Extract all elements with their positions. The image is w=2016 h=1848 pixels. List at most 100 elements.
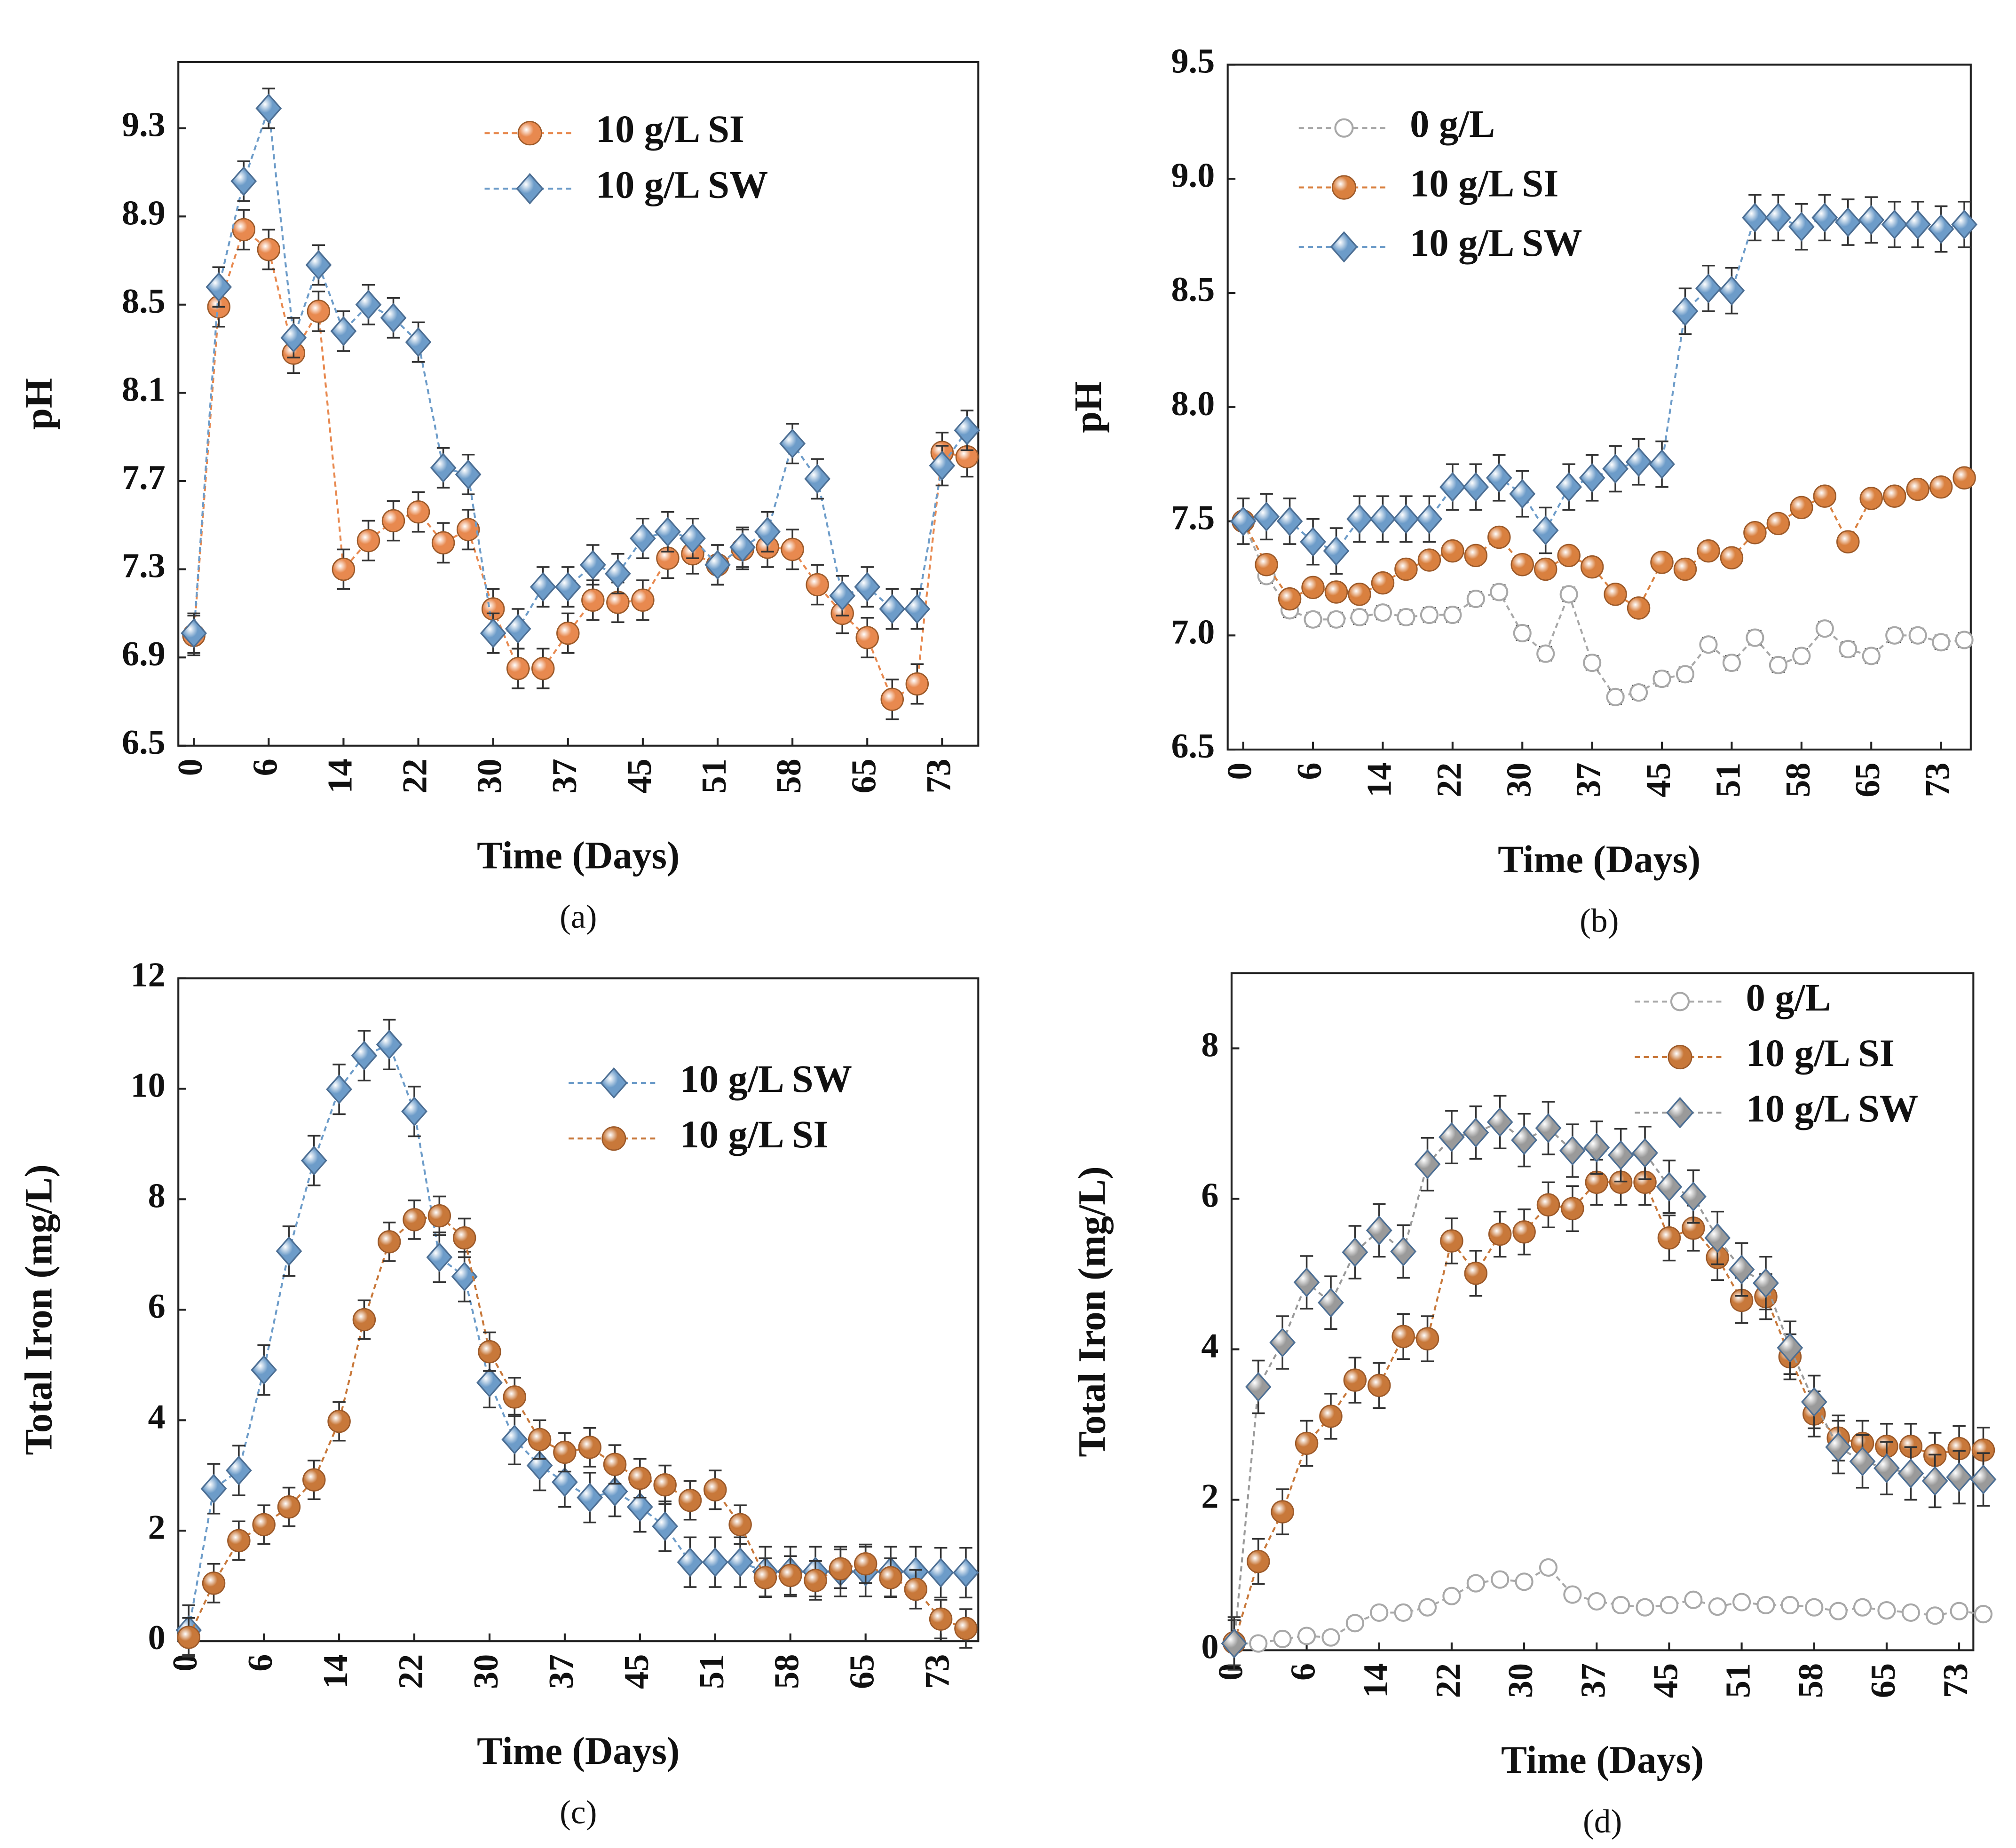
diamond-marker	[455, 459, 482, 490]
circle-marker	[1836, 530, 1860, 553]
x-tick-label: 30	[1500, 762, 1538, 797]
circle-marker	[1732, 1593, 1751, 1611]
y-tick-label: 4	[1201, 1327, 1218, 1365]
circle-marker	[427, 1204, 451, 1228]
y-axis-title: pH	[17, 378, 60, 430]
diamond-marker	[1874, 1453, 1900, 1483]
y-tick-label: 6.5	[122, 723, 166, 762]
diamond-marker	[552, 1467, 578, 1497]
circle-marker	[628, 1466, 652, 1490]
x-tick-label: 51	[695, 758, 734, 793]
y-axis-title: Total Iron (mg/L)	[17, 1164, 60, 1455]
circle-marker	[1583, 653, 1602, 672]
diamond-marker	[1393, 504, 1419, 534]
diamond-marker	[501, 1424, 528, 1455]
y-tick-label: 8.5	[1171, 270, 1215, 309]
circle-marker	[1539, 1558, 1558, 1577]
diamond-marker	[1230, 506, 1257, 537]
legend-marker	[1331, 175, 1357, 200]
circle-marker	[1587, 1592, 1606, 1611]
circle-marker	[1882, 484, 1906, 508]
panel-label: (c)	[560, 1794, 597, 1831]
diamond-marker	[702, 1547, 728, 1577]
circle-marker	[1373, 603, 1392, 622]
y-tick-label: 8.5	[122, 282, 166, 321]
circle-marker	[1660, 1595, 1678, 1614]
diamond-marker	[652, 1511, 679, 1541]
circle-marker	[202, 1572, 226, 1595]
x-tick-label: 65	[1849, 762, 1887, 797]
diamond-marker	[1672, 296, 1699, 326]
circle-marker	[880, 687, 904, 711]
diamond-marker	[929, 450, 956, 481]
chart-panel: 6.5 6.9 7.3 7.7 8.1 8.5 8.9 9.3 0 6 14 22 30 37 45 51 58…	[17, 61, 980, 935]
circle-marker	[678, 1488, 702, 1512]
series-line	[193, 108, 968, 634]
diamond-marker	[1323, 536, 1350, 566]
circle-marker	[1636, 1598, 1654, 1617]
y-tick-label: 6	[1201, 1176, 1218, 1215]
y-tick-label: 8.0	[1171, 385, 1215, 423]
circle-marker	[553, 1440, 577, 1464]
legend-marker	[517, 121, 542, 146]
diamond-marker	[1656, 1172, 1683, 1202]
diamond-marker	[351, 1041, 378, 1071]
diamond-marker	[1511, 1125, 1537, 1155]
circle-marker	[1953, 466, 1976, 490]
circle-marker	[1559, 585, 1578, 604]
circle-marker	[1391, 1325, 1415, 1348]
circle-marker	[1394, 1603, 1413, 1622]
diamond-marker	[225, 1455, 252, 1485]
diamond-marker	[1556, 472, 1582, 502]
x-tick-label: 6	[1290, 762, 1329, 780]
x-tick-label: 58	[1779, 762, 1818, 797]
circle-marker	[1877, 1601, 1896, 1620]
circle-marker	[854, 1552, 878, 1576]
circle-marker	[1612, 1595, 1630, 1614]
diamond-marker	[280, 323, 307, 353]
circle-marker	[1534, 557, 1557, 581]
circle-marker	[1790, 496, 1813, 520]
diamond-marker	[1858, 205, 1885, 235]
plot-frame	[1230, 972, 1975, 1651]
y-tick-label: 0	[1201, 1627, 1218, 1666]
x-tick-label: 45	[1639, 762, 1678, 797]
circle-marker	[1805, 1598, 1824, 1617]
circle-marker	[1929, 475, 1953, 499]
series-line	[188, 1043, 966, 1631]
circle-marker	[1859, 487, 1883, 510]
y-tick-label: 9.3	[122, 106, 166, 144]
circle-marker	[704, 1478, 727, 1502]
plot-frame	[177, 977, 980, 1643]
diamond-marker	[1300, 527, 1326, 557]
circle-marker	[356, 529, 380, 553]
series-line	[188, 1215, 966, 1638]
circle-marker	[855, 626, 879, 649]
x-tick-label: 6	[246, 758, 285, 776]
circle-marker	[1249, 1634, 1268, 1653]
circle-marker	[1440, 1229, 1463, 1253]
diamond-marker	[779, 428, 806, 459]
diamond-marker	[355, 290, 382, 320]
diamond-marker	[1245, 1372, 1272, 1402]
diamond-marker	[677, 1547, 704, 1577]
diamond-marker	[1625, 447, 1652, 477]
circle-marker	[578, 1436, 601, 1459]
legend-label: 10 g/L SI	[1746, 1032, 1895, 1074]
circle-marker	[905, 672, 929, 696]
x-tick-label: 51	[693, 1654, 731, 1689]
circle-marker	[1885, 626, 1904, 645]
legend-marker	[1668, 1044, 1692, 1070]
circle-marker	[1813, 484, 1837, 508]
circle-marker	[1345, 1614, 1364, 1633]
y-tick-label: 6.9	[122, 635, 166, 673]
circle-marker	[1908, 626, 1927, 645]
circle-marker	[1488, 1222, 1512, 1246]
diamond-marker	[630, 523, 656, 553]
diamond-marker	[405, 327, 432, 357]
circle-marker	[1371, 571, 1395, 595]
legend-label: 10 g/L SW	[680, 1058, 852, 1100]
x-tick-label: 51	[1709, 762, 1747, 797]
diamond-marker	[1905, 209, 1931, 240]
x-tick-label: 30	[471, 758, 509, 793]
